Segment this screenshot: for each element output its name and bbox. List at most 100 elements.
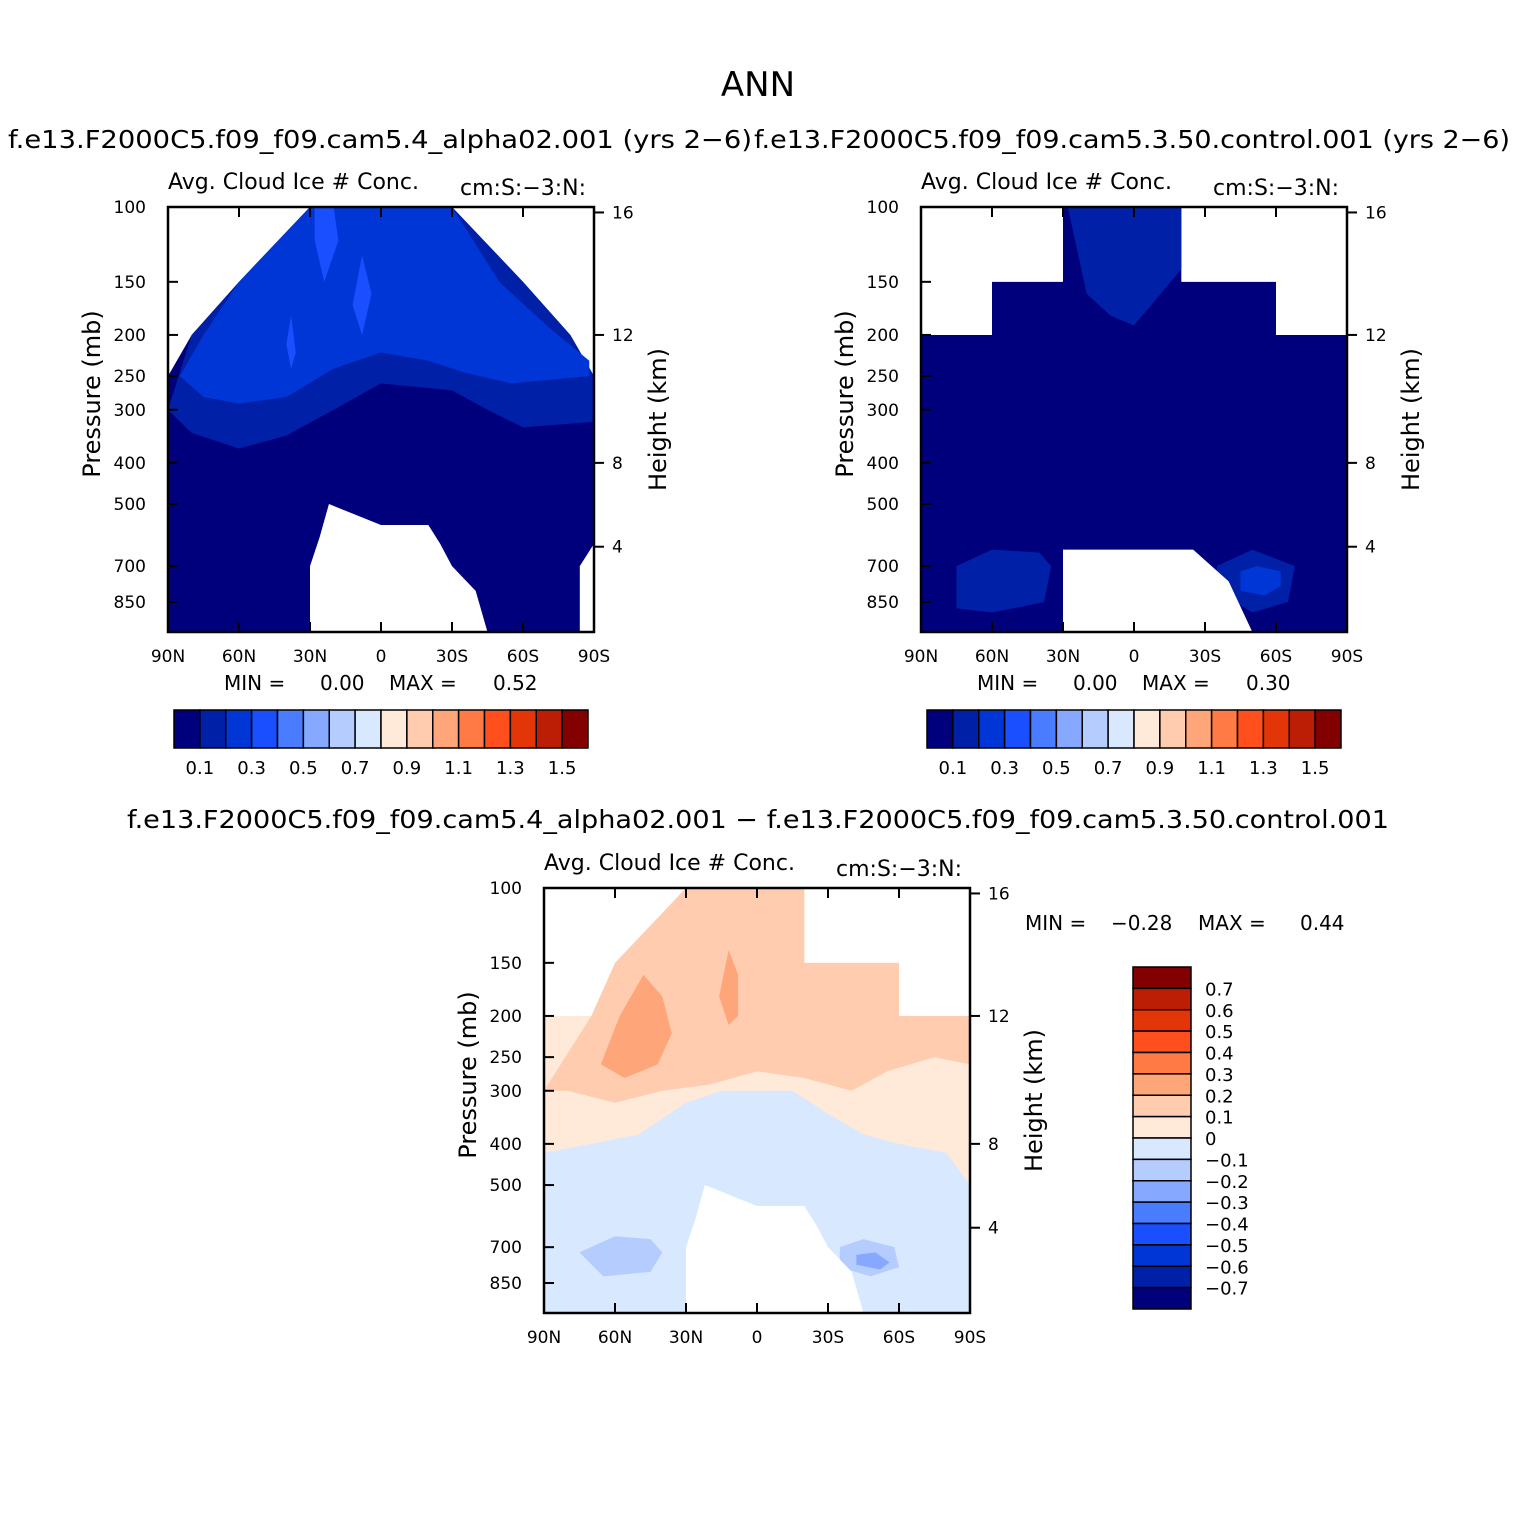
colorbar-label: 0.3 (990, 758, 1019, 779)
y-axis-label: Pressure (mb) (831, 310, 859, 477)
y-tick-right-label: 12 (988, 1007, 1010, 1027)
y-tick-label: 100 (114, 198, 146, 218)
colorbar-label: 1.5 (548, 758, 577, 779)
colorbar-box (250, 709, 279, 749)
panel3-run-title: f.e13.F2000C5.f09_f09.cam5.4_alpha02.001… (127, 805, 1389, 834)
colorbar-box (1132, 1265, 1192, 1289)
colorbar-box (302, 709, 330, 749)
colorbar-box (1210, 709, 1239, 749)
y-tick-label: 100 (490, 879, 522, 899)
y-tick-right-label: 8 (612, 454, 623, 474)
colorbar-box (1081, 709, 1109, 749)
colorbar-label: 1.5 (1301, 758, 1330, 779)
y-tick-label: 150 (114, 273, 146, 293)
panel1-run-title: f.e13.F2000C5.f09_f09.cam5.4_alpha02.001… (8, 125, 752, 154)
x-tick-label: 30S (1189, 647, 1221, 667)
colorbar-label: −0.1 (1205, 1150, 1249, 1171)
colorbar-box (535, 709, 563, 749)
y-tick-right-label: 16 (612, 203, 634, 223)
colorbar-label: −0.7 (1205, 1279, 1249, 1300)
colorbar-box (1132, 1201, 1192, 1225)
y-tick-label: 250 (490, 1048, 522, 1068)
colorbar-label: 0.7 (1205, 979, 1234, 1000)
colorbar-label: 0.7 (1094, 758, 1123, 779)
y-tick-right-label: 4 (1365, 538, 1376, 558)
x-tick-label: 60N (598, 1328, 632, 1348)
colorbar-box (1132, 1030, 1192, 1054)
y-tick-label: 500 (867, 495, 899, 515)
panel-2: 90N 60N 30N 0 30S 60S 90S 100 150 200 250 300 400 500… (831, 170, 1425, 779)
y-tick-label: 100 (867, 198, 899, 218)
x-tick-label: 30S (436, 647, 468, 667)
colorbar-box (1132, 987, 1192, 1011)
y-tick-label: 400 (490, 1135, 522, 1155)
panel2-run-title: f.e13.F2000C5.f09_f09.cam5.3.50.control.… (754, 125, 1510, 154)
max-label: MAX = (1198, 911, 1266, 935)
x-tick-label: 30N (669, 1328, 703, 1348)
panels-group: 90N 60N 30N 0 30S 60S 90S100150200250300400500… (78, 170, 1425, 1348)
y-tick-label: 300 (490, 1082, 522, 1102)
colorbar-box (354, 709, 382, 749)
colorbar-box (1159, 709, 1187, 749)
y-axis-label: Pressure (mb) (454, 991, 482, 1158)
colorbar-box (1003, 709, 1032, 749)
y-tick-label: 300 (114, 401, 146, 421)
x-tick-label: 60N (222, 647, 256, 667)
y-tick-label: 850 (114, 593, 146, 613)
colorbar-box (1132, 1009, 1192, 1032)
plot-title: Avg. Cloud Ice # Conc. (168, 170, 419, 195)
nodata-lower (1063, 549, 1253, 632)
max-value: 0.44 (1300, 911, 1345, 935)
fill-level-3 (1240, 566, 1281, 596)
y-tick-label: 700 (867, 557, 899, 577)
colorbar-box (1133, 709, 1161, 749)
colorbar-label: 1.1 (444, 758, 473, 779)
x-tick-label: 30S (812, 1328, 844, 1348)
x-tick-label: 60S (883, 1328, 915, 1348)
colorbar-box (561, 709, 589, 749)
colorbar-box (432, 709, 460, 749)
colorbar-box (1288, 709, 1316, 749)
colorbar-label: 0.7 (341, 758, 370, 779)
x-tick-label: 90N (151, 647, 185, 667)
y-tick-label: 850 (490, 1274, 522, 1294)
colorbar-box (1132, 1222, 1192, 1246)
fill-level-pos3 (600, 974, 672, 1079)
colorbar-box (1107, 709, 1135, 749)
panel-1: 90N 60N 30N 0 30S 60S 90S 100 150 200 250 300 400 500… (78, 170, 672, 779)
colorbar-label: −0.2 (1205, 1172, 1249, 1193)
x-tick-label: 90N (904, 647, 938, 667)
y-tick-right-label: 12 (612, 326, 634, 346)
nodata-lower (686, 1185, 864, 1313)
fill-level-2b (956, 549, 1052, 613)
colorbar-label: 1.3 (1249, 758, 1278, 779)
colorbar-label: 0.2 (1205, 1086, 1234, 1107)
colorbar-label: 1.1 (1197, 758, 1226, 779)
colorbar-box (1132, 1180, 1192, 1203)
units-label: cm:S:−3:N: (460, 176, 586, 201)
colorbar-label: 1.3 (496, 758, 525, 779)
max-label: MAX = (1142, 671, 1210, 695)
y-tick-label: 250 (114, 367, 146, 387)
min-value: −0.28 (1111, 911, 1172, 935)
x-tick-label: 60S (507, 647, 539, 667)
x-tick-label: 30N (1046, 647, 1080, 667)
colorbar-label: −0.4 (1205, 1215, 1249, 1236)
y-tick-right-label: 8 (988, 1135, 999, 1155)
colorbar-box (1132, 1158, 1192, 1182)
colorbar-label: 0.3 (237, 758, 266, 779)
y-axis-label: Pressure (mb) (78, 310, 106, 477)
y-tick-label: 700 (490, 1238, 522, 1258)
x-tick-label: 90N (527, 1328, 561, 1348)
colorbar-box (952, 709, 980, 749)
fill-level-1 (921, 207, 1347, 632)
colorbar-label: 0.5 (1205, 1022, 1234, 1043)
y-tick-right-label: 8 (1365, 454, 1376, 474)
fill-level-neg2 (579, 1236, 663, 1277)
x-tick-label: 60S (1260, 647, 1292, 667)
x-tick-label: 90S (954, 1328, 986, 1348)
y-axis-label-right: Height (km) (644, 348, 672, 491)
nodata-lower (310, 504, 488, 632)
y-axis-label-right: Height (km) (1020, 1029, 1048, 1172)
y-tick-right-label: 12 (1365, 326, 1387, 346)
